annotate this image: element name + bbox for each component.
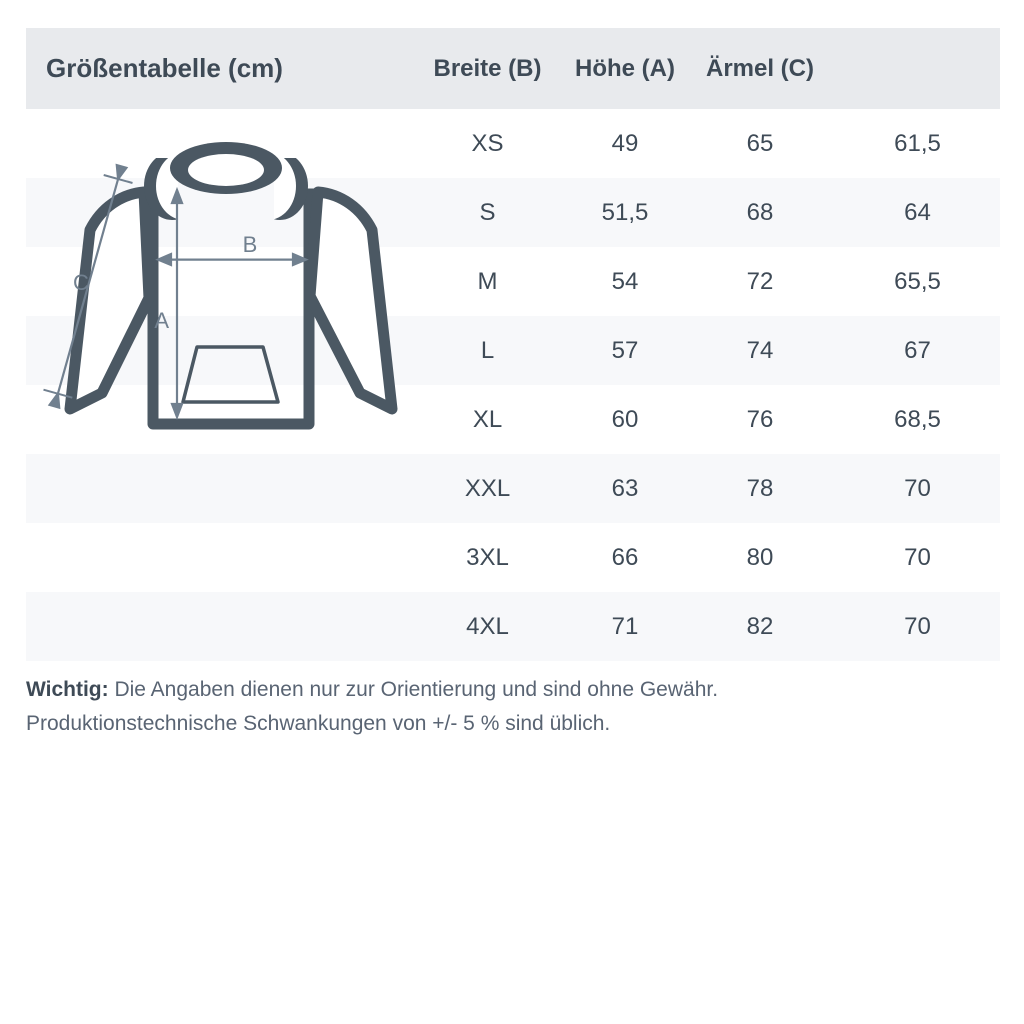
- svg-text:A: A: [154, 308, 169, 333]
- svg-text:C: C: [73, 270, 89, 295]
- svg-text:B: B: [243, 232, 258, 257]
